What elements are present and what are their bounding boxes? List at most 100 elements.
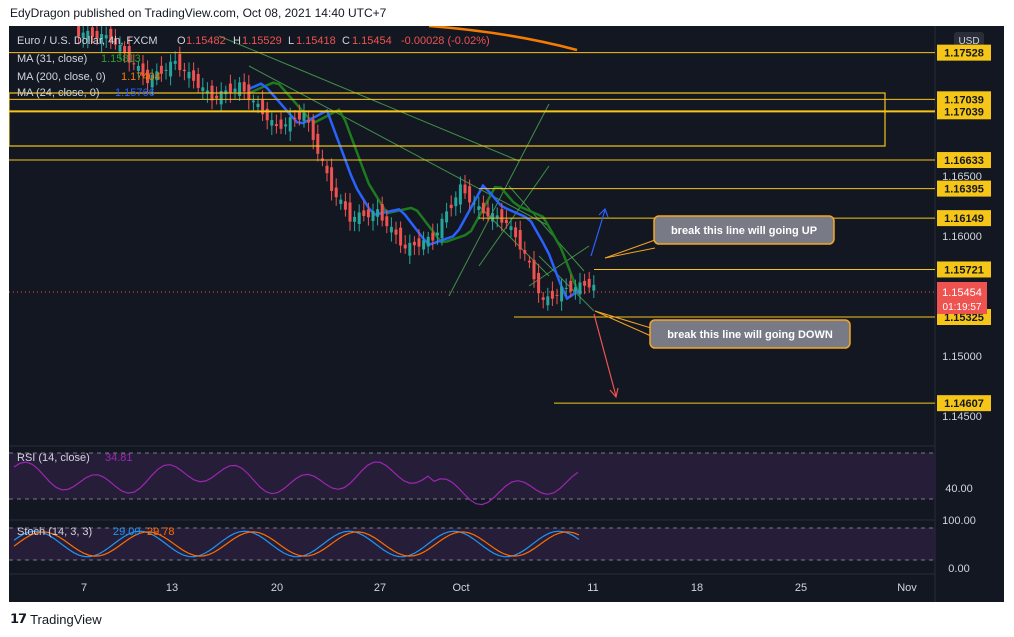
candle-body: [219, 90, 223, 105]
candle-body: [546, 296, 550, 306]
candle-body: [449, 204, 453, 209]
candle-body: [270, 120, 274, 126]
candle-body: [228, 83, 232, 94]
candle-body: [178, 53, 182, 71]
candle-body: [518, 230, 522, 250]
candle-body: [90, 27, 94, 37]
price-tick-3: 1.16000: [942, 231, 982, 243]
time-tick-3: 27: [374, 582, 386, 594]
candle-body: [454, 197, 458, 207]
down-callout: break this line will going DOWN: [594, 310, 851, 349]
candle-body: [509, 226, 513, 230]
candle-body: [187, 71, 191, 79]
candle-body: [192, 70, 196, 81]
candle-body: [123, 46, 127, 54]
candle-body: [412, 241, 416, 246]
level-badge-5: 1.16149: [944, 213, 984, 225]
ma31-label: MA (31, close): [17, 53, 87, 65]
candle-body: [587, 278, 591, 288]
candle-body: [380, 204, 384, 221]
candles: [77, 17, 596, 311]
price-tick-4: 1.16500: [942, 171, 982, 183]
candle-body: [182, 69, 186, 72]
candle-body: [504, 219, 508, 224]
candle-body: [426, 236, 430, 247]
candle-body: [164, 69, 168, 71]
open-value: 1.15482: [186, 35, 226, 47]
currency-badge[interactable]: USD: [958, 36, 979, 47]
candle-body: [224, 90, 228, 95]
close-value: 1.15454: [352, 35, 392, 47]
level-badge-bg-5: [937, 210, 991, 227]
candle-body: [550, 290, 554, 299]
candle-body: [532, 259, 536, 280]
candle-body: [578, 282, 582, 295]
ma200-line: [428, 24, 578, 52]
price-levels: [9, 52, 935, 404]
time-tick-0: 7: [81, 582, 87, 594]
candle-body: [334, 187, 338, 198]
low-value: 1.15418: [296, 35, 336, 47]
time-tick-8: Nov: [897, 582, 917, 594]
candle-body: [265, 108, 269, 121]
chart-svg[interactable]: break this line will going UP break this…: [8, 17, 1004, 602]
candle-body: [481, 202, 485, 214]
level-badge-7: 1.15325: [944, 312, 984, 324]
stoch-k-value: 29.09: [113, 526, 141, 538]
candle-body: [389, 226, 393, 233]
candle-body: [486, 207, 490, 217]
footer-brand[interactable]: 𝟭𝟳 TradingView: [10, 611, 102, 627]
instrument-title: Euro / U.S. Dollar, 4h, FXCM: [17, 35, 158, 47]
candle-body: [330, 167, 334, 191]
time-tick-2: 20: [271, 582, 283, 594]
candle-body: [537, 272, 541, 294]
up-callout: break this line will going UP: [604, 215, 835, 259]
candle-body: [325, 165, 329, 174]
resistance-zone: [8, 92, 886, 147]
chart-area[interactable]: break this line will going UP break this…: [8, 17, 1004, 602]
stoch-k-line: [13, 530, 580, 558]
rsi-pane: RSI (14, close) 34.81 40.00: [9, 452, 973, 506]
candle-body: [376, 209, 380, 217]
candle-body: [256, 103, 260, 108]
candle-body: [302, 112, 306, 121]
candle-body: [458, 184, 462, 205]
candle-body: [357, 212, 361, 225]
candle-body: [288, 117, 292, 132]
candle-body: [371, 211, 375, 222]
channel-line-5: [508, 185, 585, 272]
candle-body: [215, 95, 219, 99]
candle-body: [560, 286, 564, 302]
candle-body: [523, 250, 527, 254]
level-badge-2: 1.17039: [944, 106, 984, 118]
level-badge-0: 1.17528: [944, 48, 984, 60]
channel-line-2: [448, 103, 550, 297]
candle-body: [569, 280, 573, 292]
candle-body: [169, 61, 173, 77]
candle-body: [440, 218, 444, 239]
price-tick-1: 1.15000: [942, 351, 982, 363]
high-value: 1.15529: [242, 35, 282, 47]
chart-legend: Euro / U.S. Dollar, 4h, FXCM O 1.15482 H…: [17, 35, 490, 99]
candle-body: [173, 60, 177, 64]
candle-body: [514, 227, 518, 238]
level-badge-bg-3: [937, 152, 991, 169]
candle-body: [233, 88, 237, 93]
channel-line-3: [478, 165, 550, 267]
candle-body: [196, 74, 200, 88]
footer-brand-text: TradingView: [30, 611, 102, 627]
stoch-d-value: 29.78: [147, 526, 175, 538]
time-axis: 7 13 20 27 Oct 11 18 25 Nov: [81, 582, 917, 594]
candle-body: [251, 100, 255, 103]
candle-body: [477, 206, 481, 211]
candle-body: [311, 119, 315, 140]
candle-body: [100, 33, 104, 44]
candle-body: [468, 186, 472, 203]
level-badge-bg-8: [937, 395, 991, 412]
level-badge-bg-2: [937, 103, 991, 120]
candle-body: [86, 30, 90, 40]
candle-body: [261, 99, 265, 115]
level-badge-8: 1.14607: [944, 398, 984, 410]
candle-body: [592, 284, 596, 291]
candle-body: [366, 209, 370, 218]
